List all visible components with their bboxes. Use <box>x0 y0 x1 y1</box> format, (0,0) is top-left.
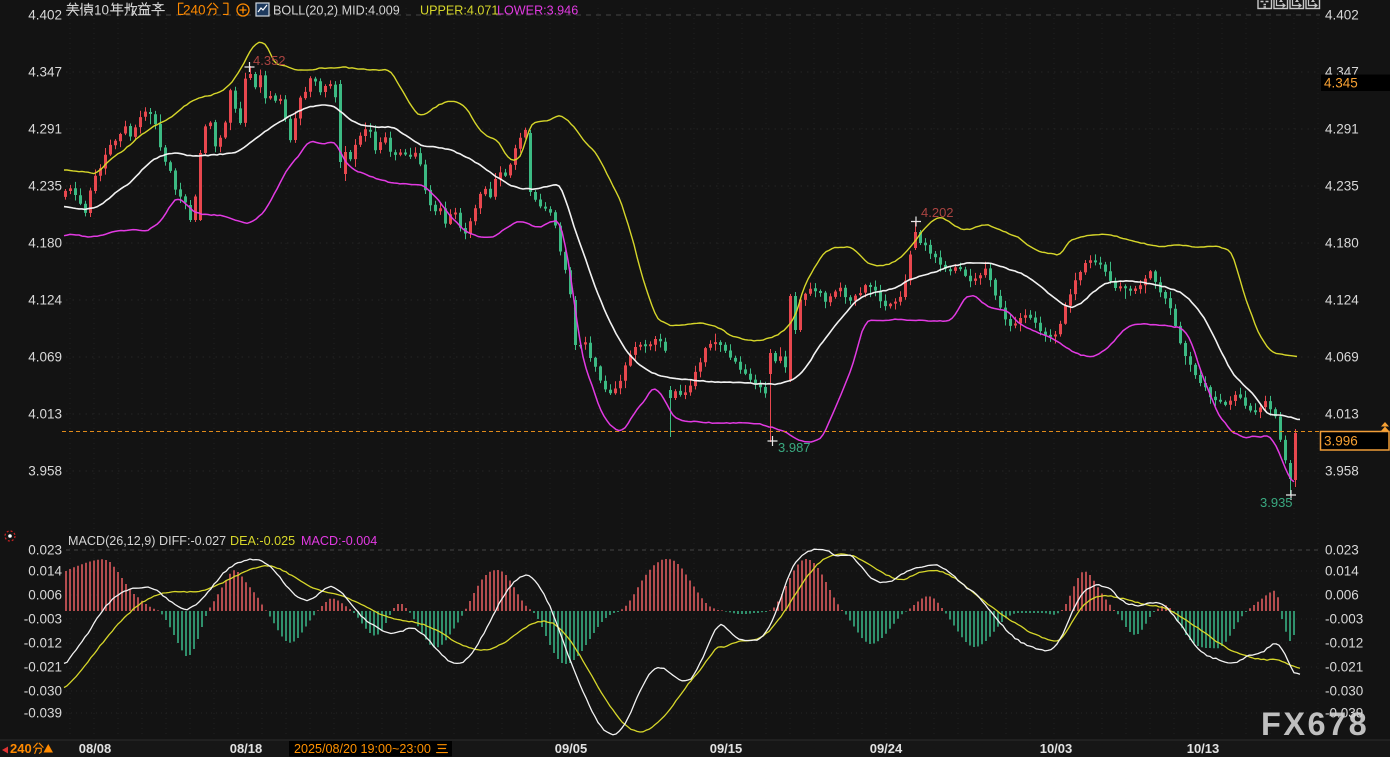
svg-text:-0.003: -0.003 <box>24 612 62 627</box>
svg-text:4.345: 4.345 <box>1324 76 1358 91</box>
svg-text:0.014: 0.014 <box>1325 564 1359 579</box>
svg-text:-0.039: -0.039 <box>24 706 62 721</box>
svg-text:4.124: 4.124 <box>1325 293 1359 308</box>
svg-text:3.935: 3.935 <box>1260 495 1293 510</box>
svg-text:4.291: 4.291 <box>28 122 62 137</box>
svg-text:DEA:-0.025: DEA:-0.025 <box>230 534 295 548</box>
svg-text:10/03: 10/03 <box>1040 741 1073 756</box>
svg-text:4.291: 4.291 <box>1325 122 1359 137</box>
svg-text:-0.012: -0.012 <box>24 636 62 651</box>
svg-text:4.235: 4.235 <box>28 179 62 194</box>
svg-text:08/18: 08/18 <box>230 741 263 756</box>
svg-text:0.023: 0.023 <box>1325 543 1359 558</box>
svg-text:4.180: 4.180 <box>28 236 62 251</box>
svg-text:0.006: 0.006 <box>1325 588 1359 603</box>
svg-text:4.402: 4.402 <box>28 8 62 23</box>
svg-text:4.202: 4.202 <box>921 205 954 220</box>
svg-text:0.014: 0.014 <box>28 564 62 579</box>
svg-text:4.352: 4.352 <box>253 53 286 68</box>
svg-text:-0.021: -0.021 <box>24 660 62 675</box>
svg-text:3.996: 3.996 <box>1324 434 1358 449</box>
svg-text:240: 240 <box>183 3 206 18</box>
svg-text:-0.030: -0.030 <box>1325 684 1363 699</box>
svg-text:MACD:-0.004: MACD:-0.004 <box>301 534 377 548</box>
svg-text:-0.030: -0.030 <box>24 684 62 699</box>
svg-text:LOWER:3.946: LOWER:3.946 <box>497 4 578 18</box>
svg-text:3.958: 3.958 <box>1325 464 1359 479</box>
svg-text:-0.039: -0.039 <box>1325 706 1363 721</box>
svg-text:09/24: 09/24 <box>870 741 903 756</box>
svg-text:MACD(26,12,9) DIFF:-0.027: MACD(26,12,9) DIFF:-0.027 <box>68 534 226 548</box>
svg-text:4.069: 4.069 <box>1325 350 1359 365</box>
svg-text:10: 10 <box>94 3 109 18</box>
svg-text:10/13: 10/13 <box>1187 741 1220 756</box>
svg-text:3.987: 3.987 <box>778 440 811 455</box>
svg-text:4.347: 4.347 <box>28 65 62 80</box>
svg-text:4.180: 4.180 <box>1325 236 1359 251</box>
svg-text:UPPER:4.071: UPPER:4.071 <box>420 4 498 18</box>
svg-text:FX678: FX678 <box>1261 706 1369 742</box>
svg-text:4.013: 4.013 <box>28 407 62 422</box>
svg-text:4.235: 4.235 <box>1325 179 1359 194</box>
svg-text:4.013: 4.013 <box>1325 407 1359 422</box>
svg-text:BOLL(20,2) MID:4.009: BOLL(20,2) MID:4.009 <box>273 4 400 18</box>
svg-text:4.069: 4.069 <box>28 350 62 365</box>
svg-text:09/05: 09/05 <box>555 741 588 756</box>
svg-text:2025/08/20 19:00~23:00: 2025/08/20 19:00~23:00 <box>294 742 431 756</box>
svg-text:3.958: 3.958 <box>28 464 62 479</box>
svg-text:0.023: 0.023 <box>28 543 62 558</box>
svg-text:0.006: 0.006 <box>28 588 62 603</box>
svg-text:09/15: 09/15 <box>710 741 743 756</box>
svg-text:-0.012: -0.012 <box>1325 636 1363 651</box>
svg-text:08/08: 08/08 <box>79 741 112 756</box>
svg-text:4.124: 4.124 <box>28 293 62 308</box>
svg-text:-0.021: -0.021 <box>1325 660 1363 675</box>
svg-text:4.402: 4.402 <box>1325 8 1359 23</box>
svg-text:-0.003: -0.003 <box>1325 612 1363 627</box>
svg-text:240: 240 <box>10 741 32 756</box>
